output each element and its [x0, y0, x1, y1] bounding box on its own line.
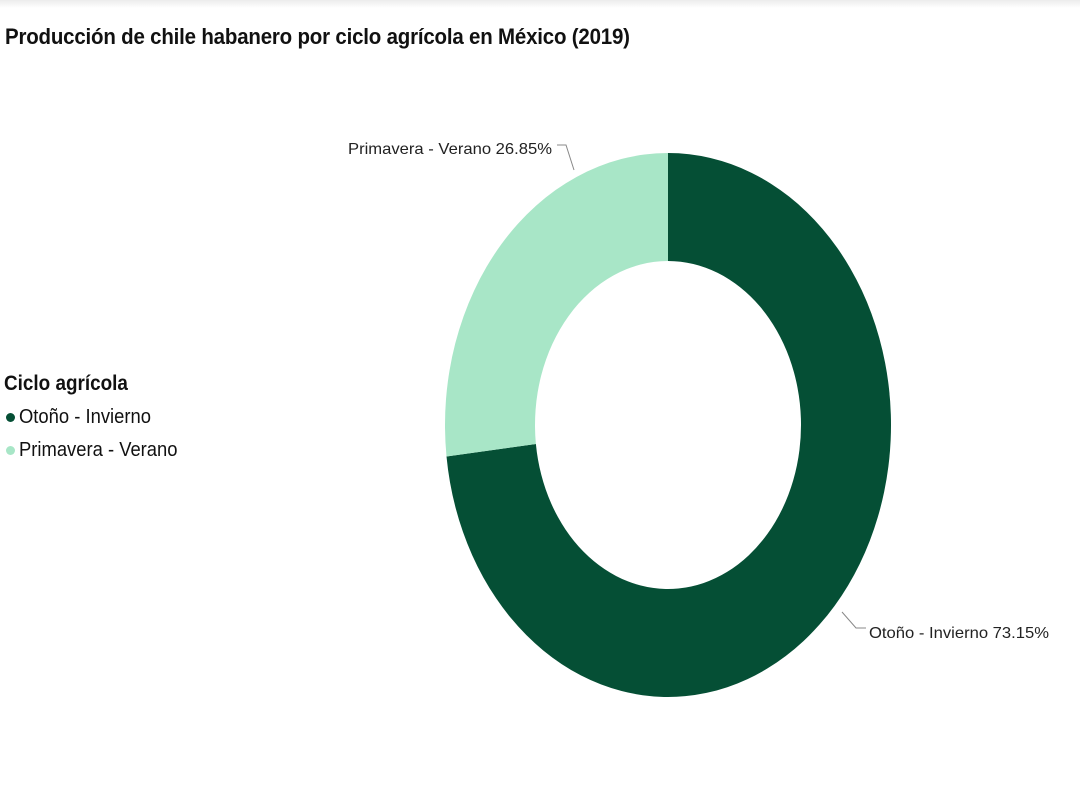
legend-dot-icon [6, 446, 15, 455]
chart-title: Producción de chile habanero por ciclo a… [5, 24, 630, 49]
slice-otono-invierno[interactable] [446, 153, 891, 697]
data-label-otono: Otoño - Invierno 73.15% [869, 625, 1049, 642]
legend-label: Primavera - Verano [19, 439, 178, 461]
legend-label: Otoño - Invierno [19, 406, 151, 428]
legend-dot-icon [6, 413, 15, 422]
legend-item-primavera-verano[interactable]: Primavera - Verano [4, 439, 191, 462]
leader-line-otono [841, 611, 866, 629]
slice-primavera-verano[interactable] [445, 153, 668, 457]
leader-line-primavera [557, 144, 575, 171]
legend-title: Ciclo agrícola [4, 372, 128, 395]
top-bar [0, 0, 1080, 8]
legend: Ciclo agrícola Otoño - Invierno Primaver… [4, 372, 191, 462]
data-label-primavera: Primavera - Verano 26.85% [348, 141, 552, 158]
legend-item-otono-invierno[interactable]: Otoño - Invierno [4, 406, 191, 429]
